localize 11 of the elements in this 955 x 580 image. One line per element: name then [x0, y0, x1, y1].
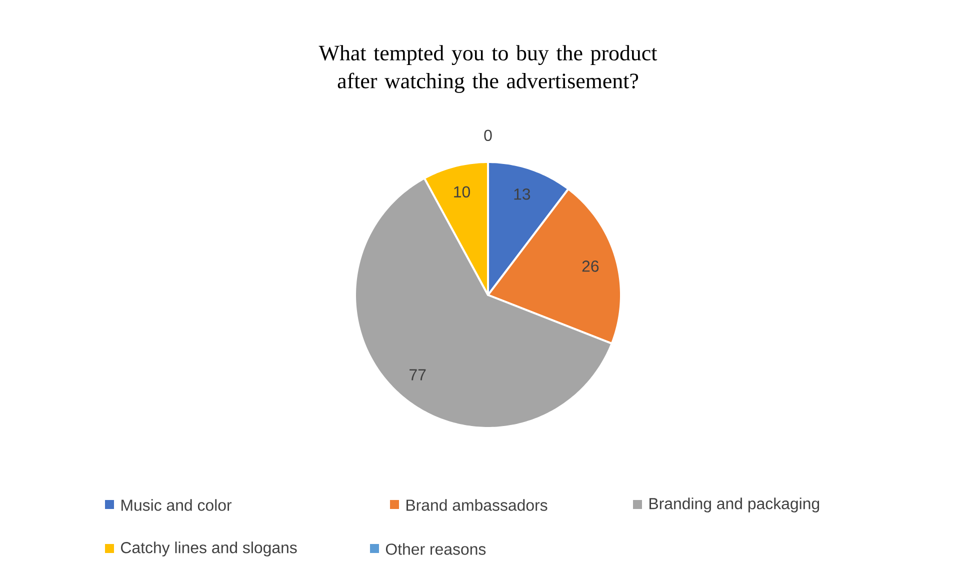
chart-title: What tempted you to buy the product after watching the advertisement? — [318, 45, 658, 93]
legend-label: Brand ambassadors — [406, 499, 548, 511]
data-label: 13 — [514, 188, 530, 200]
legend-label: Branding and packaging — [650, 498, 820, 512]
legend-label: Catchy lines and slogans — [121, 542, 297, 556]
legend-label: Other reasons — [386, 543, 486, 555]
legend-label: Music and color — [122, 499, 232, 511]
data-label: 26 — [582, 260, 599, 272]
data-label: 77 — [410, 369, 426, 380]
data-label: 10 — [454, 186, 470, 198]
text: 0 — [484, 130, 492, 142]
